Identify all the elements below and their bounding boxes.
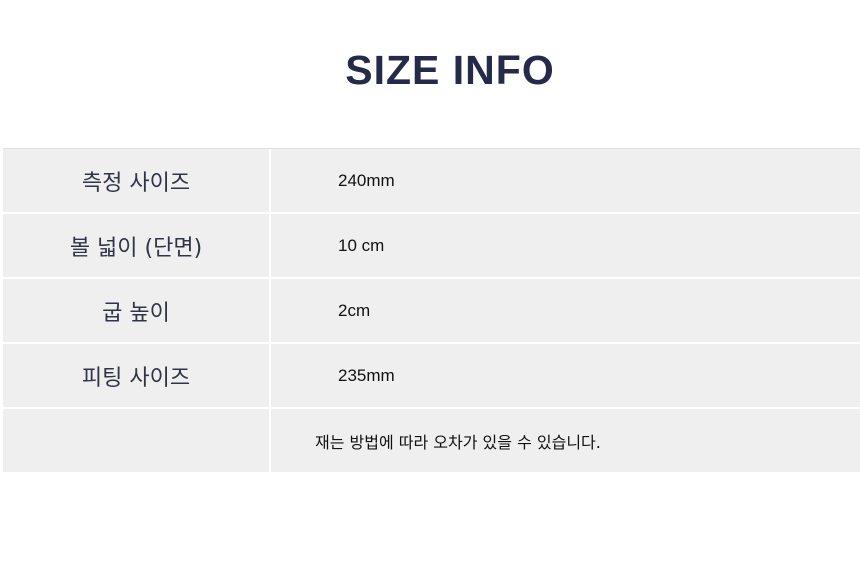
table-row: 피팅 사이즈 235mm [3,342,860,407]
column-divider [269,279,271,342]
column-divider [269,149,271,212]
column-divider [269,214,271,277]
size-info-table: 측정 사이즈 240mm 볼 넓이 (단면) 10 cm 굽 높이 2cm 피팅… [3,148,860,472]
table-row: 측정 사이즈 240mm [3,148,860,212]
row-label: 측정 사이즈 [81,170,191,196]
column-divider [269,344,271,407]
column-divider [269,409,271,472]
row-label-empty [3,409,269,472]
table-row-note: 재는 방법에 따라 오차가 있을 수 있습니다. [3,407,860,472]
row-value: 235mm [338,365,395,385]
row-label: 피팅 사이즈 [81,365,191,391]
table-row: 굽 높이 2cm [3,277,860,342]
row-value: 240mm [338,170,395,190]
row-label: 볼 넓이 (단면) [69,235,203,261]
page-title: SIZE INFO [345,47,555,93]
row-value: 10 cm [338,235,385,255]
table-row: 볼 넓이 (단면) 10 cm [3,212,860,277]
row-value: 2cm [338,300,371,320]
measurement-note: 재는 방법에 따라 오차가 있을 수 있습니다. [315,432,601,452]
row-label: 굽 높이 [102,300,170,326]
